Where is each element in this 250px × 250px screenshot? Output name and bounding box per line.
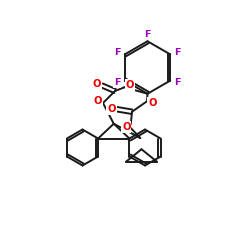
Text: O: O [94, 96, 102, 106]
Text: O: O [107, 104, 116, 114]
Text: F: F [114, 78, 120, 87]
Text: O: O [122, 122, 130, 132]
Text: F: F [114, 48, 120, 57]
Text: F: F [174, 78, 181, 87]
Text: F: F [144, 30, 151, 39]
Text: F: F [174, 48, 181, 57]
Text: O: O [148, 98, 157, 108]
Text: O: O [93, 78, 101, 88]
Text: O: O [126, 80, 134, 90]
